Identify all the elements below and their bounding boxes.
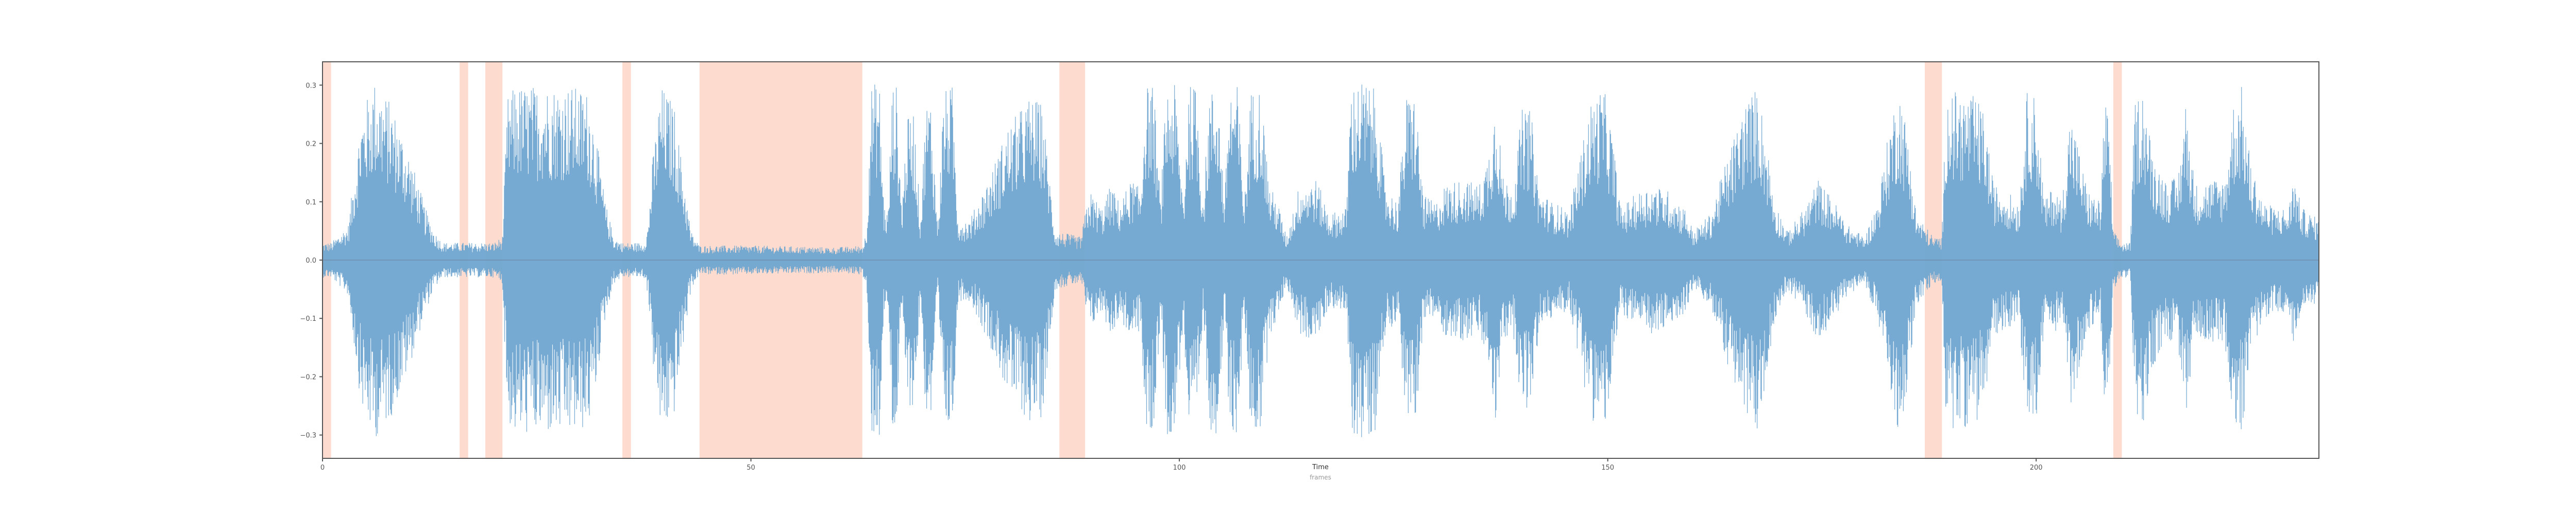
y-tick-label: 0.1 bbox=[306, 199, 316, 207]
x-tick-label: 0 bbox=[320, 464, 325, 472]
x-tick-label: 200 bbox=[2030, 464, 2043, 472]
x-tick-label: 100 bbox=[1173, 464, 1186, 472]
y-tick-label: 0.3 bbox=[306, 82, 316, 90]
y-tick-label: −0.1 bbox=[300, 315, 316, 323]
y-tick-label: 0.2 bbox=[306, 141, 316, 148]
x-axis-subtitle: frames bbox=[1310, 474, 1331, 481]
y-tick-label: −0.3 bbox=[300, 432, 316, 440]
waveform-series bbox=[322, 84, 2319, 437]
y-tick-label: 0.0 bbox=[306, 257, 316, 265]
y-tick-label: −0.2 bbox=[300, 373, 316, 381]
x-tick-label: 50 bbox=[747, 464, 755, 472]
y-axis: −0.3 −0.2 −0.1 0.0 0.1 0.2 0.3 bbox=[300, 82, 323, 440]
x-axis: 0 50 100 150 200 bbox=[320, 458, 2043, 472]
x-axis-title: Time bbox=[1312, 464, 1329, 471]
x-tick-label: 150 bbox=[1601, 464, 1614, 472]
waveform-trace bbox=[322, 84, 2319, 437]
